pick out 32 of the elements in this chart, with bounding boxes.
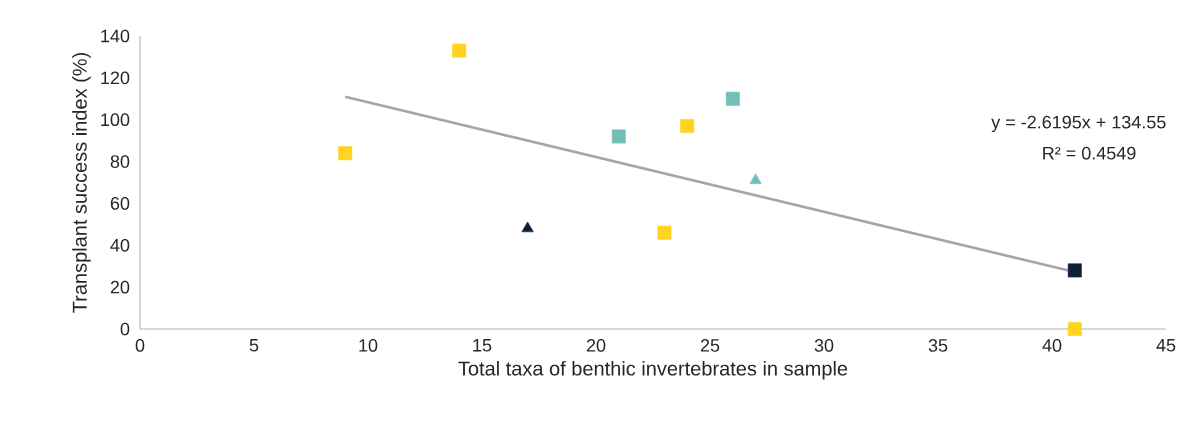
annotation: y = -2.6195x + 134.55 — [991, 115, 1166, 133]
y-tick-label: 120 — [101, 71, 130, 85]
point — [1067, 322, 1082, 336]
y-axis-title: Transplant success index (%) — [72, 53, 91, 313]
point — [452, 43, 467, 58]
y-tick-label: 40 — [110, 238, 130, 252]
point — [680, 119, 695, 133]
x-tick-label: 30 — [814, 339, 834, 352]
y-tick-label: 140 — [101, 29, 130, 43]
x-tick-label: 0 — [135, 339, 145, 352]
point — [521, 221, 534, 233]
point — [611, 129, 626, 144]
point — [1067, 263, 1082, 278]
x-tick-label: 25 — [700, 339, 720, 352]
point — [657, 225, 672, 240]
y-tick-label: 60 — [110, 197, 130, 210]
x-tick-label: 15 — [473, 339, 492, 352]
x-axis-title: Total taxa of benthic invertebrates in sample — [458, 360, 848, 380]
point — [749, 173, 762, 185]
x-tick-label: 40 — [1042, 339, 1062, 352]
annotation: R² = 0.4549 — [1043, 146, 1136, 160]
point — [338, 146, 353, 161]
y-tick-label: 100 — [101, 113, 130, 127]
point — [725, 91, 740, 106]
y-tick-label: 0 — [120, 322, 130, 336]
x-tick-label: 35 — [928, 339, 948, 352]
y-tick-label: 80 — [110, 155, 130, 168]
x-tick-label: 10 — [359, 339, 378, 352]
x-tick-label: 20 — [586, 339, 606, 352]
x-tick-label: 45 — [1156, 339, 1176, 352]
x-tick-label: 5 — [249, 339, 259, 352]
y-tick-label: 20 — [110, 280, 130, 294]
